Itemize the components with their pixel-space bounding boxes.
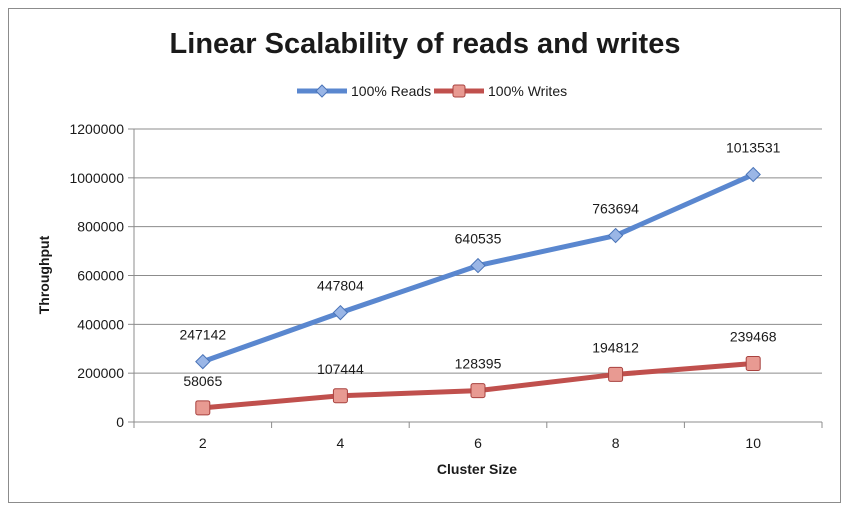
legend-label: 100% Reads [351, 83, 431, 99]
chart-frame [8, 8, 841, 503]
series-layer [195, 166, 761, 416]
data-label: 58065 [183, 373, 222, 389]
legend-marker [315, 84, 329, 98]
y-tick-label: 400000 [77, 316, 124, 332]
y-tick-label: 800000 [77, 219, 124, 235]
data-point [470, 257, 486, 274]
x-tick-label: 2 [199, 435, 207, 451]
y-tick-label: 1200000 [69, 121, 124, 137]
data-point [195, 353, 211, 370]
data-label: 247142 [179, 327, 226, 343]
y-axis-ticks: 0 200000 400000 600000 800000 1000000 1200000 [69, 121, 124, 430]
data-point [745, 356, 761, 372]
data-point [195, 400, 211, 416]
x-axis-ticks: 2 4 6 8 10 [199, 435, 761, 451]
data-label: 763694 [592, 201, 639, 217]
gridlines [128, 128, 823, 428]
x-axis-title: Cluster Size [437, 461, 517, 477]
x-tick-label: 10 [745, 435, 761, 451]
data-label: 239468 [730, 329, 777, 345]
y-tick-label: 600000 [77, 268, 124, 284]
chart-title: Linear Scalability of reads and writes [170, 28, 681, 60]
data-label: 107444 [317, 361, 364, 377]
x-tick-label: 8 [612, 435, 620, 451]
data-point [332, 304, 349, 321]
data-point [745, 166, 761, 183]
x-tick-label: 4 [337, 435, 345, 451]
data-point [608, 366, 624, 382]
data-label: 1013531 [726, 140, 781, 156]
data-point [332, 388, 348, 404]
data-point [470, 383, 486, 399]
legend: 100% Reads 100% Writes [297, 83, 567, 99]
data-label: 128395 [455, 356, 502, 372]
data-point [607, 227, 624, 244]
x-tick-label: 6 [474, 435, 482, 451]
legend-marker [452, 84, 466, 98]
data-label: 640535 [455, 231, 502, 247]
y-tick-label: 1000000 [69, 170, 124, 186]
y-tick-label: 200000 [77, 365, 124, 381]
y-axis-title: Throughput [36, 235, 52, 314]
data-label: 194812 [592, 339, 639, 355]
y-tick-label: 0 [116, 414, 124, 430]
data-labels: 247142 447804 640535 763694 1013531 58065 1074… [179, 140, 780, 389]
data-label: 447804 [317, 278, 364, 294]
legend-label: 100% Writes [488, 83, 567, 99]
